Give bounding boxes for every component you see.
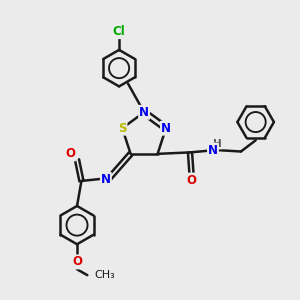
Text: O: O bbox=[187, 174, 196, 187]
Text: N: N bbox=[161, 122, 171, 135]
Text: O: O bbox=[72, 255, 82, 268]
Text: O: O bbox=[65, 147, 76, 161]
Text: Cl: Cl bbox=[113, 25, 125, 38]
Text: N: N bbox=[208, 143, 218, 157]
Text: S: S bbox=[118, 122, 127, 135]
Text: N: N bbox=[139, 106, 149, 119]
Text: CH₃: CH₃ bbox=[95, 270, 116, 280]
Text: H: H bbox=[213, 139, 222, 148]
Text: N: N bbox=[101, 173, 111, 186]
